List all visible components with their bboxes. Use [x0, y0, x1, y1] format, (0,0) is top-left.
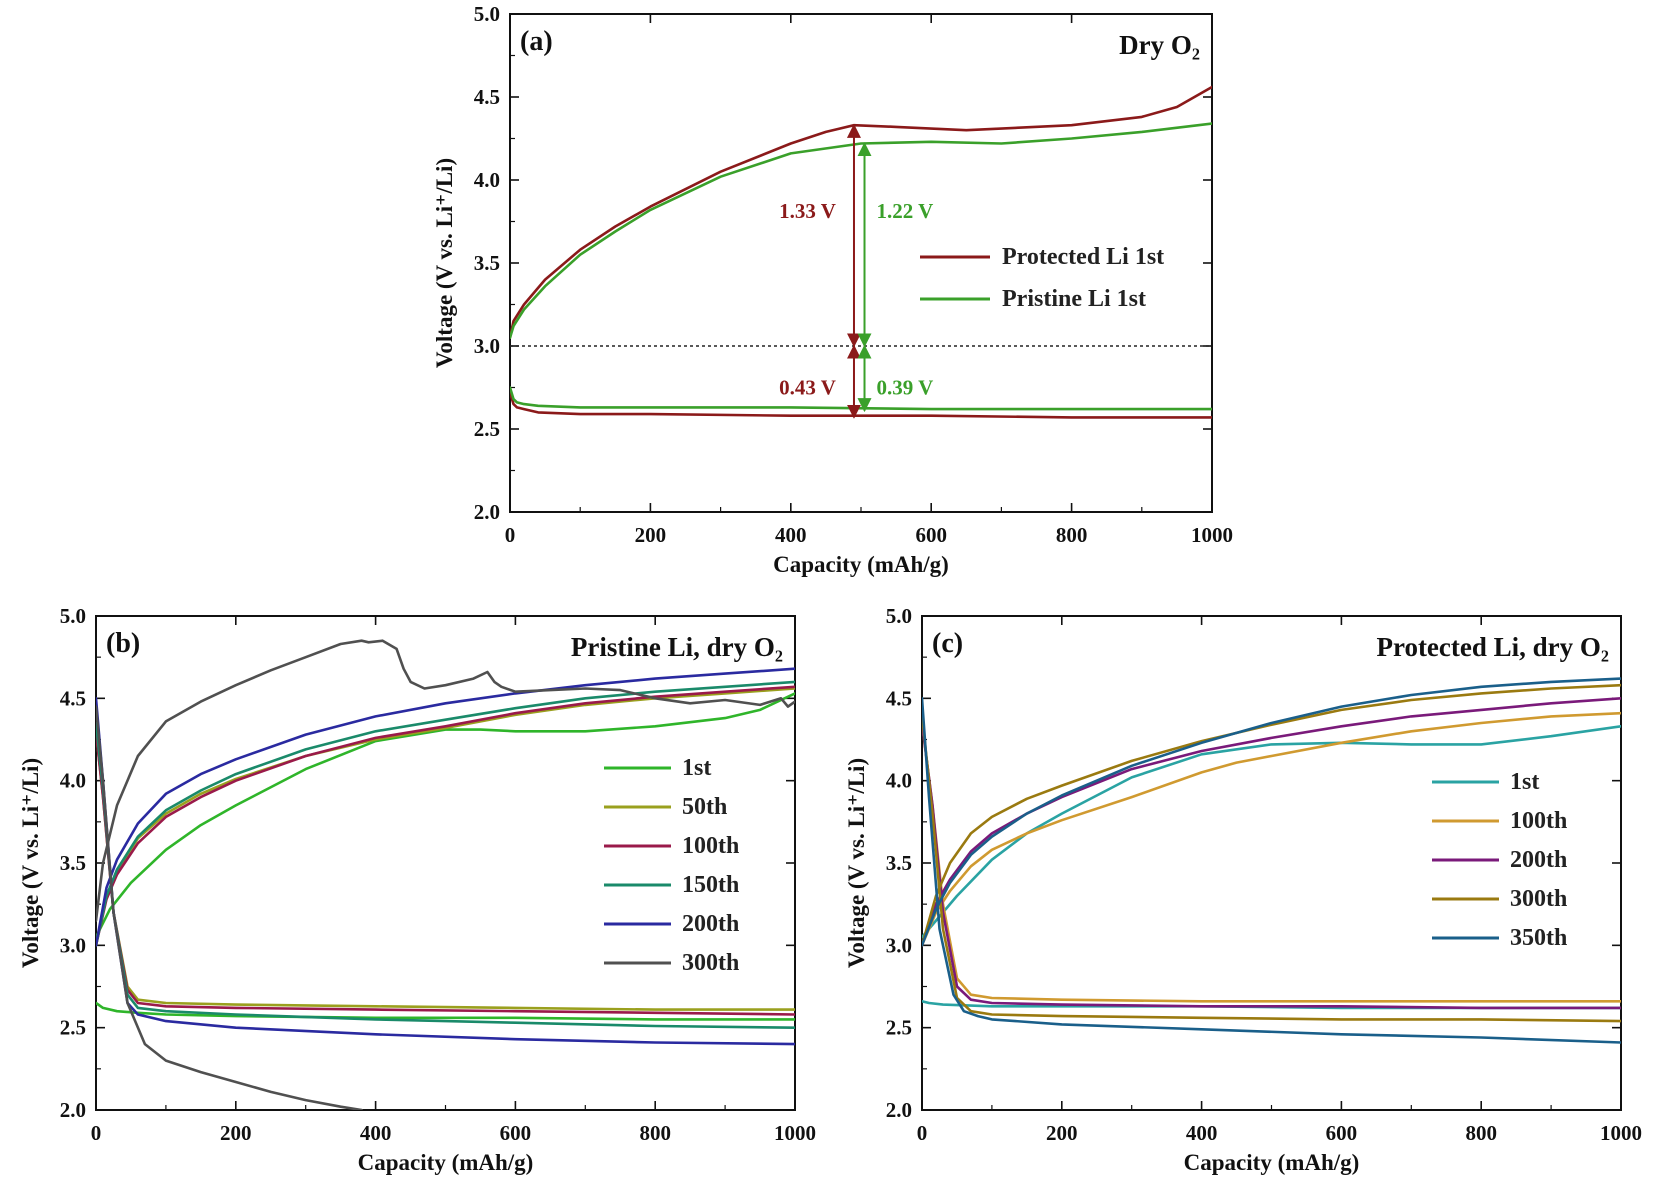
panel-b: 0 200 400 600 800 1000 2.0 2.5 3.0 3.5 4.0 4.5 5.0 Ca…	[18, 604, 816, 1175]
plot-area	[510, 85, 1212, 419]
y-tick-label: 3.5	[474, 251, 500, 275]
y-tick-label: 2.5	[886, 1016, 912, 1040]
y-tick-label: 5.0	[60, 604, 86, 628]
legend-label: 300th	[682, 950, 739, 976]
series-line-350th-discharge	[922, 696, 1621, 1044]
plot-area	[922, 677, 1621, 1044]
y-tick-label: 2.0	[886, 1098, 912, 1122]
legend-label: 300th	[1510, 886, 1567, 912]
y-tick-label: 3.0	[474, 334, 500, 358]
x-tick-label: 0	[917, 1121, 928, 1145]
series-line-300th-charge	[922, 683, 1621, 947]
panel-title: Dry O₂	[1119, 30, 1200, 60]
y-tick-label: 4.0	[474, 168, 500, 192]
y-axis-title: Voltage (V vs. Li⁺/Li)	[844, 758, 869, 968]
y-tick-label: 5.0	[886, 604, 912, 628]
x-axis-title: Capacity (mAh/g)	[773, 552, 949, 577]
y-tick-label: 4.5	[886, 686, 912, 710]
series-line-1st-discharge	[96, 1001, 795, 1021]
series-line-200th-charge	[922, 696, 1621, 947]
x-tick-label: 600	[915, 523, 947, 547]
plot-area	[96, 639, 795, 1110]
legend-label: 200th	[1510, 847, 1567, 873]
y-axis-title: Voltage (V vs. Li⁺/Li)	[432, 158, 457, 368]
legend: 1st 50th 100th 150th 200th 300th	[604, 755, 739, 976]
annotation-label: 0.39 V	[877, 376, 934, 400]
x-tick-label: 1000	[774, 1121, 816, 1145]
x-tick-label: 1000	[1600, 1121, 1642, 1145]
panel-c: 0 200 400 600 800 1000 2.0 2.5 3.0 3.5 4.0 4.5 5.0 Ca…	[844, 604, 1642, 1175]
panel-label: (b)	[106, 628, 140, 659]
x-tick-label: 400	[360, 1121, 392, 1145]
y-tick-label: 5.0	[474, 2, 500, 26]
y-tick-label: 4.0	[886, 769, 912, 793]
panel-title: Protected Li, dry O₂	[1376, 632, 1609, 662]
y-tick-label: 4.0	[60, 769, 86, 793]
x-axis-title: Capacity (mAh/g)	[1184, 1150, 1360, 1175]
x-tick-label: 600	[1326, 1121, 1358, 1145]
annotation-label: 1.33 V	[779, 199, 836, 223]
series-line-protected-li-1st-charge	[510, 85, 1212, 340]
series-line-1st-charge	[96, 692, 795, 939]
series-line-protected-li-1st-discharge	[510, 391, 1212, 419]
y-tick-label: 3.5	[886, 851, 912, 875]
x-tick-label: 800	[1465, 1121, 1497, 1145]
y-tick-label: 3.0	[886, 933, 912, 957]
x-tick-label: 600	[500, 1121, 532, 1145]
y-tick-label: 2.5	[60, 1016, 86, 1040]
panel-title: Pristine Li, dry O₂	[571, 632, 783, 662]
series-line-100th-charge	[922, 711, 1621, 947]
legend-label: 350th	[1510, 925, 1567, 951]
panel-label: (a)	[520, 26, 553, 57]
annotation-label: 1.22 V	[877, 199, 934, 223]
y-tick-label: 2.0	[474, 500, 500, 524]
legend-label: 1st	[682, 755, 711, 781]
annotation-label: 0.43 V	[779, 376, 836, 400]
panel-a: 0 200 400 600 800 1000 2.0 2.5 3.0 3.5 4.0 4.5 5.0 Ca…	[432, 2, 1233, 577]
y-tick-label: 3.5	[60, 851, 86, 875]
x-tick-label: 400	[1186, 1121, 1218, 1145]
x-tick-label: 0	[91, 1121, 102, 1145]
x-tick-label: 800	[1056, 523, 1088, 547]
y-axis-title: Voltage (V vs. Li⁺/Li)	[18, 758, 43, 968]
series-line-200th-charge	[96, 667, 795, 947]
y-tick-label: 2.5	[474, 417, 500, 441]
legend-label: 50th	[682, 794, 727, 820]
series-line-pristine-li-1st-discharge	[510, 386, 1212, 411]
legend-label: 200th	[682, 911, 739, 937]
x-tick-label: 200	[635, 523, 667, 547]
series-line-100th-charge	[96, 685, 795, 947]
series-line-300th-discharge	[96, 705, 363, 1110]
x-tick-label: 400	[775, 523, 807, 547]
x-tick-label: 1000	[1191, 523, 1233, 547]
series-line-350th-charge	[922, 677, 1621, 947]
series-line-1st-charge	[922, 724, 1621, 939]
y-tick-label: 4.5	[60, 686, 86, 710]
legend-label: Protected Li 1st	[1002, 244, 1164, 270]
legend-label: 100th	[682, 833, 739, 859]
panel-label: (c)	[932, 628, 963, 659]
legend: Protected Li 1st Pristine Li 1st	[920, 244, 1164, 312]
legend-label: 150th	[682, 872, 739, 898]
legend-label: Pristine Li 1st	[1002, 286, 1146, 312]
y-tick-label: 4.5	[474, 85, 500, 109]
x-axis-title: Capacity (mAh/g)	[358, 1150, 534, 1175]
y-tick-label: 2.0	[60, 1098, 86, 1122]
x-tick-label: 200	[1046, 1121, 1078, 1145]
x-tick-label: 0	[505, 523, 516, 547]
legend: 1st 100th 200th 300th 350th	[1432, 769, 1567, 951]
x-tick-label: 800	[639, 1121, 671, 1145]
series-line-300th-charge	[96, 639, 795, 922]
series-line-pristine-li-1st-charge	[510, 122, 1212, 340]
x-tick-label: 200	[220, 1121, 252, 1145]
series-line-300th-discharge	[922, 713, 1621, 1023]
legend-label: 1st	[1510, 769, 1539, 795]
legend-label: 100th	[1510, 808, 1567, 834]
y-tick-label: 3.0	[60, 933, 86, 957]
